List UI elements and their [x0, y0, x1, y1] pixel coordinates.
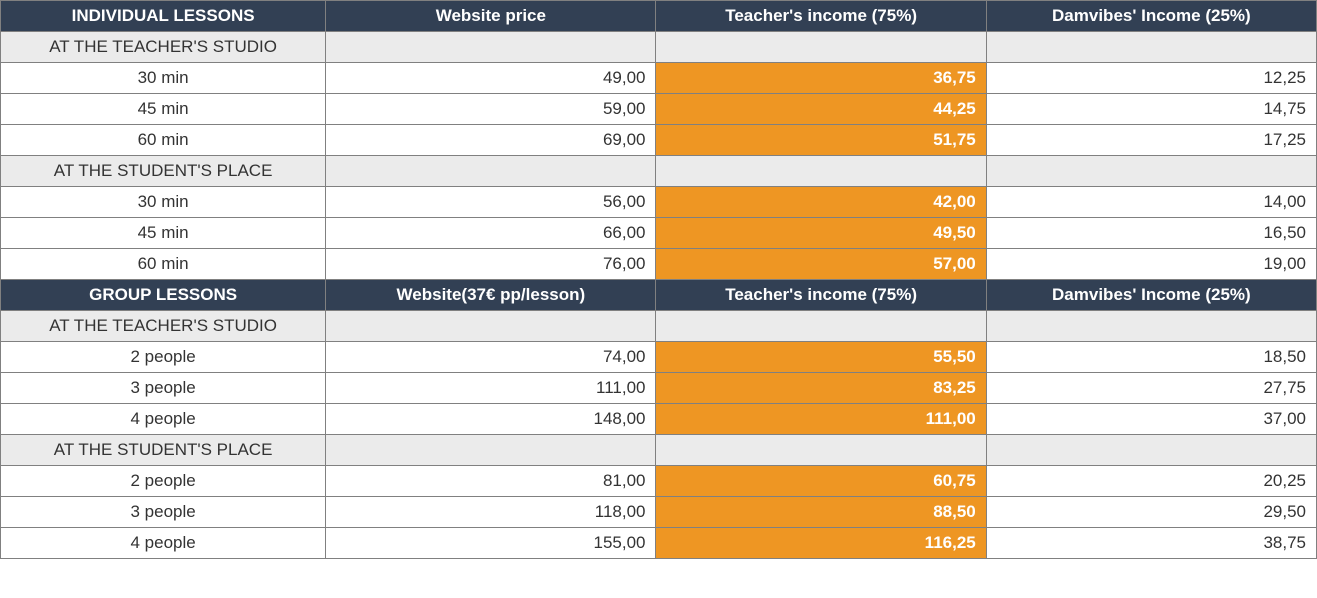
section-header-row: GROUP LESSONS Website(37€ pp/lesson) Tea… — [1, 280, 1317, 311]
col-header: Website price — [326, 1, 656, 32]
price-cell: 59,00 — [326, 94, 656, 125]
row-label: 2 people — [1, 466, 326, 497]
group-title-row: AT THE STUDENT'S PLACE — [1, 156, 1317, 187]
data-row: 30 min 56,00 42,00 14,00 — [1, 187, 1317, 218]
empty-cell — [656, 156, 986, 187]
price-cell: 118,00 — [326, 497, 656, 528]
row-label: 4 people — [1, 404, 326, 435]
teacher-income-cell: 116,25 — [656, 528, 986, 559]
group-title-row: AT THE TEACHER'S STUDIO — [1, 32, 1317, 63]
teacher-income-cell: 42,00 — [656, 187, 986, 218]
teacher-income-cell: 83,25 — [656, 373, 986, 404]
col-header: Teacher's income (75%) — [656, 280, 986, 311]
row-label: 30 min — [1, 187, 326, 218]
damvibes-income-cell: 19,00 — [986, 249, 1316, 280]
pricing-table-container: INDIVIDUAL LESSONS Website price Teacher… — [0, 0, 1317, 559]
data-row: 30 min 49,00 36,75 12,25 — [1, 63, 1317, 94]
empty-cell — [986, 156, 1316, 187]
damvibes-income-cell: 29,50 — [986, 497, 1316, 528]
damvibes-income-cell: 17,25 — [986, 125, 1316, 156]
damvibes-income-cell: 14,75 — [986, 94, 1316, 125]
data-row: 3 people 111,00 83,25 27,75 — [1, 373, 1317, 404]
price-cell: 155,00 — [326, 528, 656, 559]
group-title-row: AT THE STUDENT'S PLACE — [1, 435, 1317, 466]
teacher-income-cell: 57,00 — [656, 249, 986, 280]
damvibes-income-cell: 38,75 — [986, 528, 1316, 559]
teacher-income-cell: 51,75 — [656, 125, 986, 156]
teacher-income-cell: 49,50 — [656, 218, 986, 249]
col-header: Teacher's income (75%) — [656, 1, 986, 32]
damvibes-income-cell: 12,25 — [986, 63, 1316, 94]
price-cell: 49,00 — [326, 63, 656, 94]
damvibes-income-cell: 20,25 — [986, 466, 1316, 497]
col-header: Website(37€ pp/lesson) — [326, 280, 656, 311]
damvibes-income-cell: 27,75 — [986, 373, 1316, 404]
group-title-row: AT THE TEACHER'S STUDIO — [1, 311, 1317, 342]
empty-cell — [986, 32, 1316, 63]
group-title: AT THE TEACHER'S STUDIO — [1, 32, 326, 63]
row-label: 60 min — [1, 249, 326, 280]
row-label: 2 people — [1, 342, 326, 373]
row-label: 3 people — [1, 373, 326, 404]
teacher-income-cell: 88,50 — [656, 497, 986, 528]
row-label: 45 min — [1, 94, 326, 125]
empty-cell — [656, 32, 986, 63]
section-header-row: INDIVIDUAL LESSONS Website price Teacher… — [1, 1, 1317, 32]
col-header: INDIVIDUAL LESSONS — [1, 1, 326, 32]
row-label: 3 people — [1, 497, 326, 528]
data-row: 2 people 81,00 60,75 20,25 — [1, 466, 1317, 497]
data-row: 60 min 76,00 57,00 19,00 — [1, 249, 1317, 280]
data-row: 4 people 148,00 111,00 37,00 — [1, 404, 1317, 435]
empty-cell — [656, 435, 986, 466]
price-cell: 66,00 — [326, 218, 656, 249]
teacher-income-cell: 44,25 — [656, 94, 986, 125]
damvibes-income-cell: 37,00 — [986, 404, 1316, 435]
damvibes-income-cell: 14,00 — [986, 187, 1316, 218]
price-cell: 56,00 — [326, 187, 656, 218]
row-label: 60 min — [1, 125, 326, 156]
col-header: GROUP LESSONS — [1, 280, 326, 311]
teacher-income-cell: 60,75 — [656, 466, 986, 497]
col-header: Damvibes' Income (25%) — [986, 1, 1316, 32]
damvibes-income-cell: 16,50 — [986, 218, 1316, 249]
price-cell: 111,00 — [326, 373, 656, 404]
price-cell: 148,00 — [326, 404, 656, 435]
price-cell: 76,00 — [326, 249, 656, 280]
group-title: AT THE TEACHER'S STUDIO — [1, 311, 326, 342]
pricing-table: INDIVIDUAL LESSONS Website price Teacher… — [0, 0, 1317, 559]
empty-cell — [326, 311, 656, 342]
damvibes-income-cell: 18,50 — [986, 342, 1316, 373]
empty-cell — [656, 311, 986, 342]
teacher-income-cell: 55,50 — [656, 342, 986, 373]
data-row: 4 people 155,00 116,25 38,75 — [1, 528, 1317, 559]
price-cell: 81,00 — [326, 466, 656, 497]
data-row: 2 people 74,00 55,50 18,50 — [1, 342, 1317, 373]
empty-cell — [326, 32, 656, 63]
data-row: 45 min 66,00 49,50 16,50 — [1, 218, 1317, 249]
empty-cell — [986, 311, 1316, 342]
row-label: 4 people — [1, 528, 326, 559]
group-title: AT THE STUDENT'S PLACE — [1, 435, 326, 466]
empty-cell — [326, 156, 656, 187]
teacher-income-cell: 111,00 — [656, 404, 986, 435]
price-cell: 74,00 — [326, 342, 656, 373]
teacher-income-cell: 36,75 — [656, 63, 986, 94]
data-row: 45 min 59,00 44,25 14,75 — [1, 94, 1317, 125]
row-label: 45 min — [1, 218, 326, 249]
row-label: 30 min — [1, 63, 326, 94]
price-cell: 69,00 — [326, 125, 656, 156]
empty-cell — [986, 435, 1316, 466]
col-header: Damvibes' Income (25%) — [986, 280, 1316, 311]
data-row: 60 min 69,00 51,75 17,25 — [1, 125, 1317, 156]
data-row: 3 people 118,00 88,50 29,50 — [1, 497, 1317, 528]
empty-cell — [326, 435, 656, 466]
group-title: AT THE STUDENT'S PLACE — [1, 156, 326, 187]
